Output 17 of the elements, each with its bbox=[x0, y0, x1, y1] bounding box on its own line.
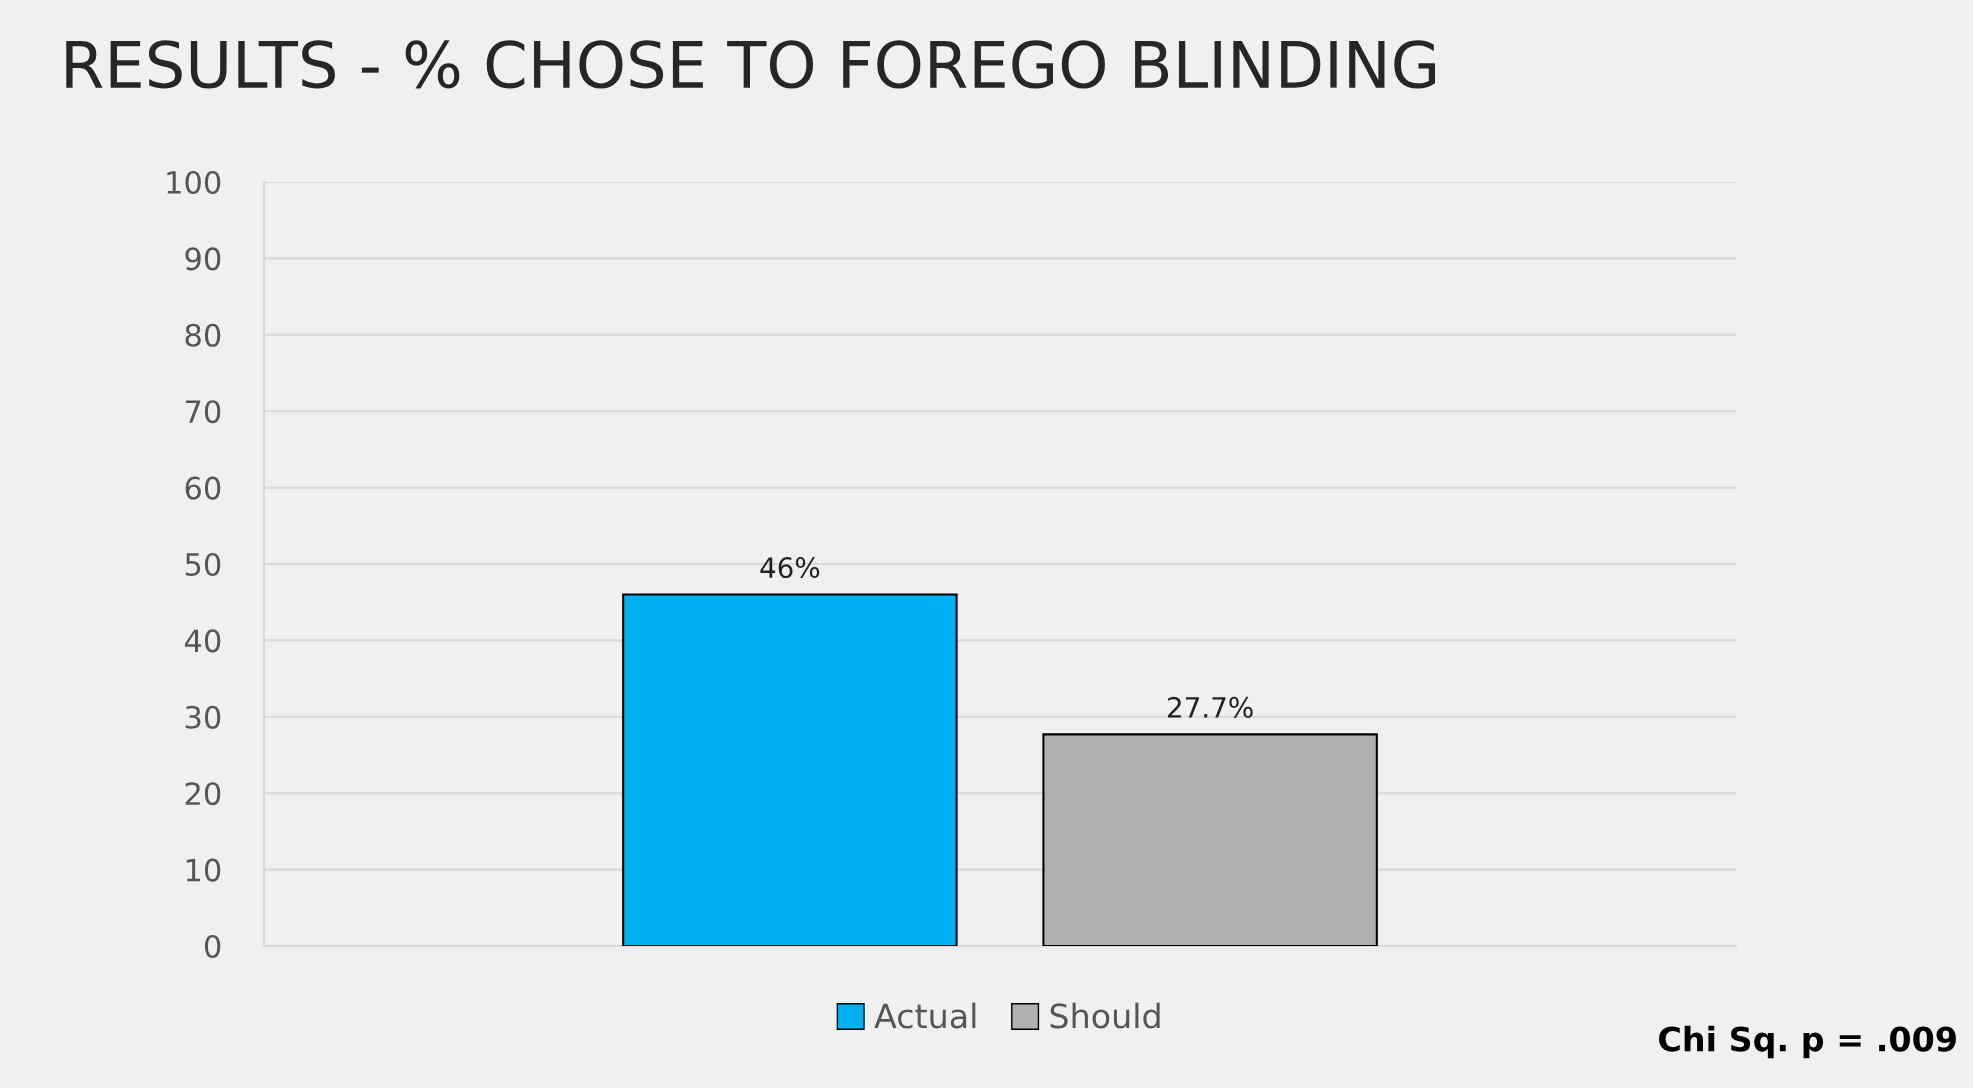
y-tick-label: 50 bbox=[185, 552, 221, 577]
legend-label: Should bbox=[1050, 1002, 1160, 1029]
y-tick-label: 40 bbox=[184, 629, 221, 653]
y-tick-label: 70 bbox=[185, 400, 221, 424]
chart-title: RESULTS - % CHOSE TO FOREGO BLINDING bbox=[66, 40, 1435, 89]
legend-label: Actual bbox=[874, 1002, 976, 1029]
y-tick-label: 20 bbox=[185, 782, 221, 806]
y-tick-label: 30 bbox=[185, 705, 221, 729]
data-label: 27.7% bbox=[1168, 696, 1253, 718]
text: Chi Sq. p = .009 bbox=[1659, 1025, 1956, 1059]
y-tick-label: 0 bbox=[204, 934, 221, 959]
y-tick-label: 100 bbox=[167, 170, 221, 195]
data-label: 46% bbox=[760, 557, 820, 579]
y-tick-label: 10 bbox=[186, 858, 221, 882]
y-tick-label: 90 bbox=[185, 247, 221, 271]
y-tick-label: 80 bbox=[185, 323, 221, 347]
y-tick-label: 60 bbox=[185, 476, 221, 500]
